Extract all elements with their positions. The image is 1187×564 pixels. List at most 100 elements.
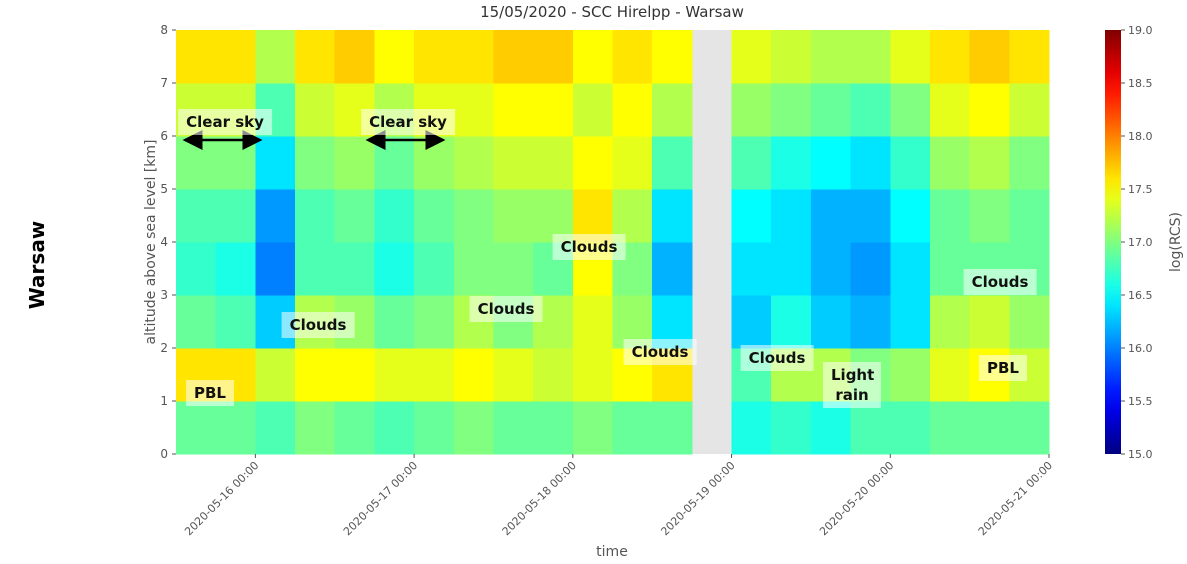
heatmap-cell [215,242,256,296]
heatmap-cell [255,242,296,296]
heatmap-cell [533,30,574,84]
heatmap-cell [929,83,971,137]
heatmap-cell [453,348,494,402]
heatmap-cell [612,30,653,84]
heatmap-cell [1009,30,1050,84]
heatmap-cell [572,83,613,137]
heatmap-cell [453,401,494,455]
annotation: PBL [186,380,234,406]
heatmap-cell [890,136,931,190]
heatmap-cell [176,242,217,296]
heatmap-cell [414,30,455,84]
heatmap-cell [890,83,931,137]
heatmap-cell [572,401,613,455]
heatmap-cell [493,189,534,243]
heatmap-cell [453,189,494,243]
y-tick-label: 4 [160,235,168,249]
heatmap-cell [572,30,613,84]
heatmap-cell [612,83,653,137]
heatmap-cell [969,30,1010,84]
heatmap-cell [414,295,455,349]
heatmap-cell [850,189,891,243]
heatmap-cell [255,401,296,455]
x-axis-label: time [596,544,628,560]
heatmap-cell [493,348,534,402]
annotation: Clouds [552,234,626,260]
heatmap-cell [572,295,613,349]
heatmap-cell [810,30,852,84]
heatmap-cell [929,30,971,84]
colorbar-tick-label: 17.0 [1128,236,1153,249]
heatmap-cell [771,30,812,84]
y-axis-label: altitude above sea level [km] [143,140,159,345]
annotation: Clouds [623,339,697,365]
heatmap-cell [176,189,217,243]
heatmap [176,30,1050,455]
x-tick-label: 2020-05-19 00:00 [658,459,737,538]
heatmap-cell [295,189,336,243]
heatmap-cell [969,83,1010,137]
heatmap-cell [334,401,375,455]
x-tick-label: 2020-05-20 00:00 [817,459,896,538]
y-tick-label: 2 [160,341,168,355]
heatmap-cell [652,189,693,243]
heatmap-cell [255,30,296,84]
y-tick-label: 5 [160,182,168,196]
heatmap-cell [652,83,693,137]
heatmap-cell [453,242,494,296]
heatmap-cell [334,348,375,402]
heatmap-cell [810,83,852,137]
heatmap-cell [731,136,772,190]
heatmap-cell [414,189,455,243]
heatmap-cell [453,83,494,137]
heatmap-cell [334,136,375,190]
heatmap-cell [1009,295,1050,349]
annotation: Clear sky [361,109,455,135]
heatmap-cell [731,242,772,296]
heatmap-cell [215,30,256,84]
heatmap-cell [374,189,415,243]
heatmap-cell [850,83,891,137]
annotation: PBL [979,355,1027,381]
heatmap-cell [572,348,613,402]
heatmap-cell [533,348,574,402]
heatmap-cell [374,295,415,349]
heatmap-cell [929,295,971,349]
heatmap-cell [374,401,415,455]
heatmap-cell [215,189,256,243]
heatmap-cell [493,83,534,137]
colorbar-tick-label: 19.0 [1128,24,1153,37]
colorbar-tick-label: 15.0 [1128,448,1153,461]
heatmap-cell [215,295,256,349]
heatmap-cell [176,30,217,84]
heatmap-cell [572,189,613,243]
heatmap-cell [295,242,336,296]
heatmap-cell [929,242,971,296]
heatmap-cell [612,189,653,243]
heatmap-cell [850,242,891,296]
heatmap-cell [652,242,693,296]
heatmap-cell [929,401,971,455]
heatmap-cell [890,401,931,455]
y-tick-label: 3 [160,288,168,302]
heatmap-cell [890,295,931,349]
heatmap-cell [612,136,653,190]
heatmap-cell [533,189,574,243]
heatmap-cell [731,83,772,137]
y-tick-label: 6 [160,129,168,143]
heatmap-cell [374,242,415,296]
heatmap-cell [890,348,931,402]
heatmap-cell [969,401,1010,455]
colorbar-label: log(RCS) [1168,212,1184,272]
heatmap-cell [414,401,455,455]
heatmap-cell [374,30,415,84]
heatmap-cell [612,401,653,455]
heatmap-cell [771,401,812,455]
heatmap-cell [493,30,534,84]
heatmap-cell [295,30,336,84]
colorbar [1105,30,1121,454]
annotation: Clouds [281,312,355,338]
heatmap-cell [295,401,336,455]
annotation: Clear sky [178,109,272,135]
